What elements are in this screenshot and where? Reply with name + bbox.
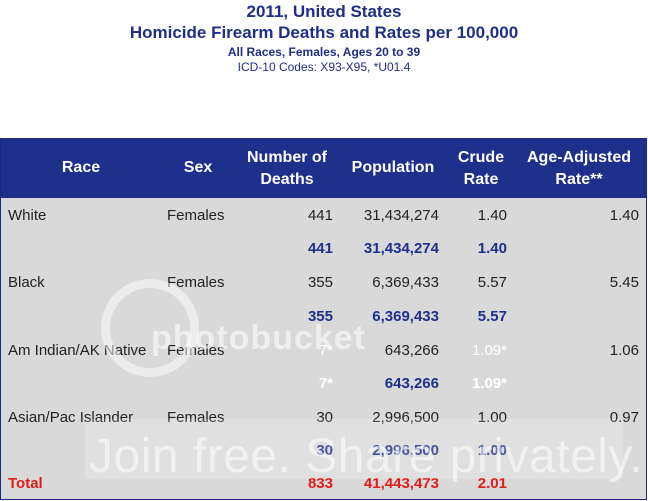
cell-race: Black (8, 274, 45, 291)
cell-adjusted-rate: 1.06 (609, 342, 639, 359)
cell-crude-rate: 1.00 (477, 409, 507, 426)
cell-deaths: 441 (307, 207, 333, 224)
cell-deaths: 30 (316, 442, 333, 459)
cell-deaths: 7* (318, 342, 333, 359)
table-subtotal-row: 355 6,369,433 5.57 (1, 300, 646, 334)
total-population: 41,443,473 (363, 475, 439, 492)
table-header: Race Sex Number of Deaths Population Cru… (1, 139, 646, 198)
total-crude-rate: 2.01 (477, 475, 507, 492)
report-codes: ICD-10 Codes: X93-X95, *U01.4 (237, 60, 411, 74)
cell-population: 31,434,274 (363, 207, 439, 224)
cell-sex: Females (167, 342, 225, 359)
total-label: Total (8, 475, 43, 492)
col-deaths-line2: Deaths (260, 171, 314, 188)
table-subtotal-row: 7* 643,266 1.09* (1, 367, 646, 401)
report-subtitle: All Races, Females, Ages 20 to 39 (227, 45, 421, 59)
cell-population: 31,434,274 (363, 240, 439, 257)
cell-race: White (8, 207, 47, 224)
col-crude-line2: Rate (463, 171, 499, 188)
cell-deaths: 30 (316, 409, 333, 426)
table-subtotal-row: 30 2,996,500 1.00 (1, 434, 646, 468)
cell-crude-rate: 1.09* (471, 375, 507, 392)
report-title: Homicide Firearm Deaths and Rates per 10… (129, 23, 519, 42)
cell-population: 2,996,500 (372, 442, 439, 459)
cell-crude-rate: 1.40 (477, 207, 507, 224)
cell-crude-rate: 1.00 (477, 442, 507, 459)
cell-population: 643,266 (384, 375, 439, 392)
cell-adjusted-rate: 0.97 (609, 409, 639, 426)
cell-population: 6,369,433 (372, 274, 439, 291)
col-deaths: Number of Deaths (237, 147, 337, 191)
col-race: Race (61, 159, 101, 176)
col-population: Population (351, 159, 435, 176)
cell-population: 6,369,433 (372, 308, 439, 325)
table-row: White Females 441 31,434,274 1.40 1.40 (1, 199, 646, 233)
data-table: Race Sex Number of Deaths Population Cru… (0, 138, 647, 500)
col-crude-line1: Crude (457, 149, 505, 166)
cell-race: Asian/Pac Islander (8, 409, 134, 426)
cell-deaths: 441 (307, 240, 333, 257)
cell-sex: Females (167, 409, 225, 426)
cell-sex: Females (167, 207, 225, 224)
cell-population: 2,996,500 (372, 409, 439, 426)
cell-adjusted-rate: 5.45 (609, 274, 639, 291)
cell-adjusted-rate: 1.40 (609, 207, 639, 224)
cell-crude-rate: 1.40 (477, 240, 507, 257)
col-adj-line1: Age-Adjusted (527, 149, 631, 166)
cell-crude-rate: 1.09* (471, 342, 507, 359)
table-total-row: Total 833 41,443,473 2.01 (1, 467, 646, 499)
col-sex: Sex (183, 159, 213, 176)
cell-population: 643,266 (384, 342, 439, 359)
cell-deaths: 355 (307, 308, 333, 325)
table-row: Black Females 355 6,369,433 5.57 5.45 (1, 266, 646, 300)
cell-sex: Females (167, 274, 225, 291)
col-deaths-line1: Number of (247, 149, 327, 166)
total-deaths: 833 (307, 475, 333, 492)
col-adj-line2: Rate** (555, 171, 603, 188)
table-subtotal-row: 441 31,434,274 1.40 (1, 232, 646, 266)
table-row: Asian/Pac Islander Females 30 2,996,500 … (1, 401, 646, 435)
cell-deaths: 7* (318, 375, 333, 392)
col-age-adjusted-rate: Age-Adjusted Rate** (515, 147, 643, 191)
cell-crude-rate: 5.57 (477, 274, 507, 291)
col-crude-rate: Crude Rate (451, 147, 511, 191)
cell-deaths: 355 (307, 274, 333, 291)
cell-crude-rate: 5.57 (477, 308, 507, 325)
report-title-year: 2011, United States (246, 2, 402, 21)
cell-race: Am Indian/AK Native (8, 342, 147, 359)
table-row: Am Indian/AK Native Females 7* 643,266 1… (1, 334, 646, 368)
